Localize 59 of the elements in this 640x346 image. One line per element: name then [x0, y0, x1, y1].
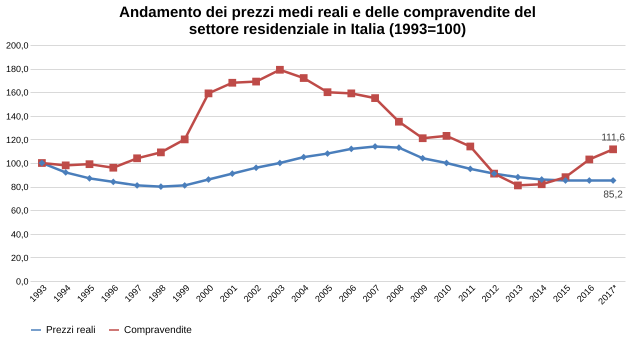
point [300, 74, 308, 82]
point [252, 164, 260, 172]
y-tick-label: 100,0 [6, 158, 28, 168]
point [134, 182, 140, 189]
point [228, 78, 236, 87]
y-tick-label: 120,0 [6, 134, 28, 145]
y-tick-label: 40,0 [10, 229, 28, 240]
point [157, 148, 165, 156]
data-label: 85,2 [603, 189, 624, 200]
point [562, 177, 569, 184]
point [86, 174, 93, 182]
y-tick-label: 180,0 [6, 64, 28, 74]
chart-title: Andamento dei prezzi medi reali e delle compravendite del settore residenziale in Italia (1993=100) [119, 4, 536, 38]
point [276, 160, 284, 166]
point [610, 177, 616, 184]
legend-label: Compravendite [124, 325, 192, 336]
point [514, 182, 522, 190]
y-tick-label: 160,0 [6, 88, 28, 98]
point [86, 160, 94, 168]
point [228, 170, 236, 177]
y-tick-label: 140,0 [6, 111, 28, 122]
point [466, 166, 474, 172]
point [324, 150, 331, 157]
point [585, 156, 594, 164]
point [396, 144, 402, 152]
point [348, 145, 355, 152]
point [372, 143, 378, 150]
point [371, 94, 379, 102]
point [418, 134, 427, 142]
point [252, 78, 260, 86]
point [204, 90, 212, 98]
point [158, 183, 164, 190]
y-tick-label: 60,0 [10, 206, 28, 216]
y-tick-label: 80,0 [10, 182, 28, 192]
point [110, 178, 117, 186]
point [442, 132, 450, 140]
point [300, 154, 308, 160]
point [419, 154, 426, 162]
data-label: 111,6 [601, 132, 626, 144]
point [347, 90, 356, 98]
point [109, 164, 118, 172]
point [538, 176, 546, 183]
legend-label: Prezzi reali [46, 325, 96, 336]
y-tick-label: 200,0 [6, 40, 28, 50]
point [276, 66, 284, 74]
point [514, 174, 522, 181]
point [181, 182, 188, 189]
point [395, 118, 403, 126]
point [609, 145, 617, 154]
point [62, 169, 70, 176]
y-tick-label: 0,0 [16, 276, 28, 286]
point [133, 154, 141, 162]
point [62, 161, 70, 170]
point [205, 176, 212, 183]
point [466, 142, 474, 150]
point [180, 136, 189, 144]
point [443, 160, 450, 166]
y-tick-label: 20,0 [10, 252, 28, 263]
point [324, 88, 332, 96]
